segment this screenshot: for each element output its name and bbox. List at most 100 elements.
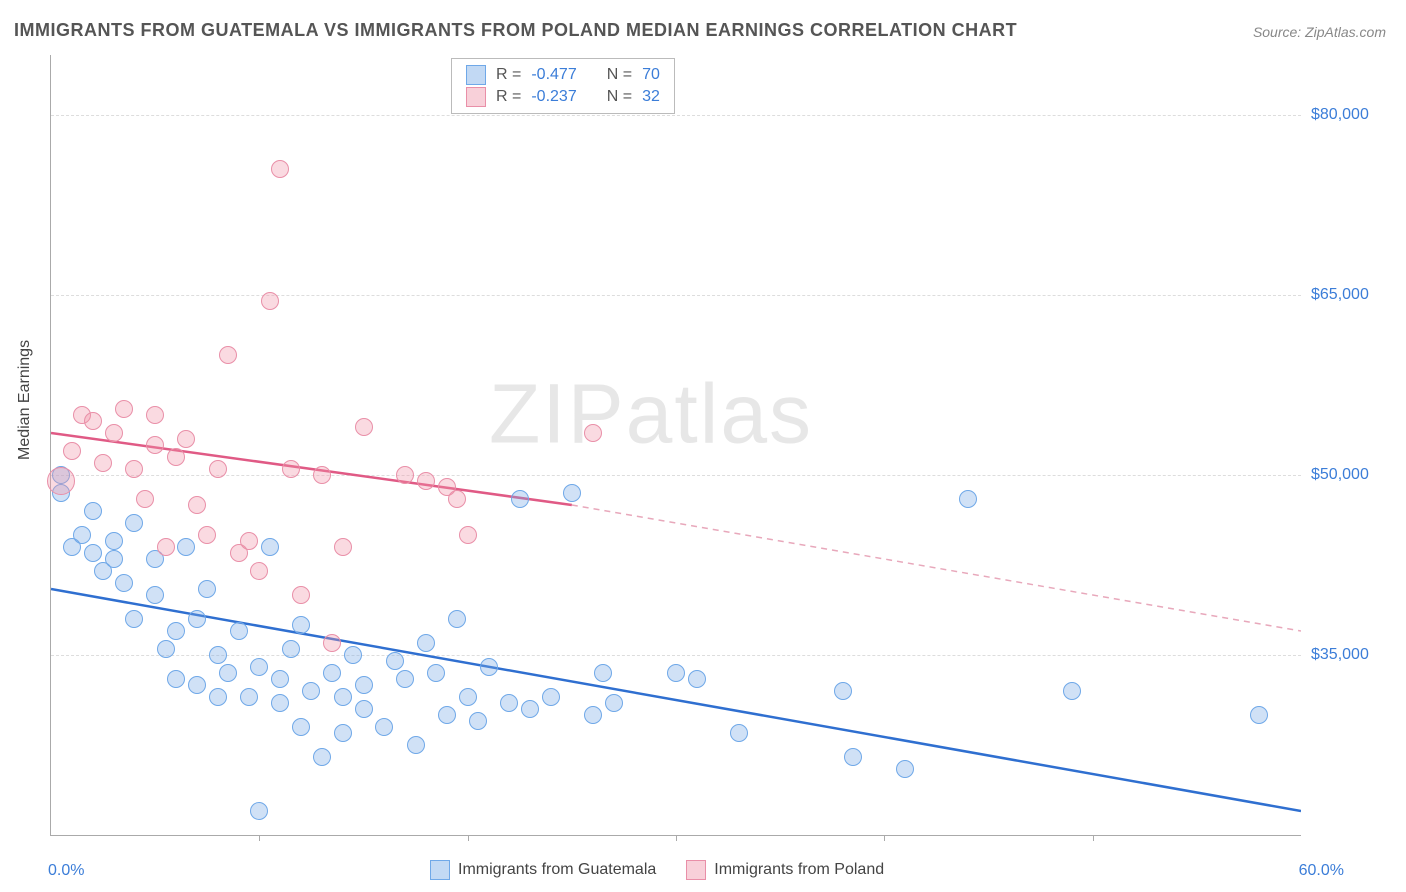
scatter-point bbox=[115, 400, 133, 418]
x-tick-mark bbox=[259, 835, 260, 841]
y-tick-label: $50,000 bbox=[1311, 466, 1391, 484]
y-axis-label: Median Earnings bbox=[16, 340, 34, 460]
scatter-point bbox=[834, 682, 852, 700]
legend-item-guatemala: Immigrants from Guatemala bbox=[430, 860, 656, 880]
scatter-point bbox=[959, 490, 977, 508]
gridline bbox=[51, 295, 1301, 296]
scatter-point bbox=[459, 688, 477, 706]
scatter-point bbox=[500, 694, 518, 712]
scatter-point bbox=[261, 538, 279, 556]
y-tick-label: $65,000 bbox=[1311, 286, 1391, 304]
x-tick-mark bbox=[1093, 835, 1094, 841]
scatter-point bbox=[448, 490, 466, 508]
scatter-point bbox=[1063, 682, 1081, 700]
scatter-point bbox=[292, 718, 310, 736]
scatter-point bbox=[105, 532, 123, 550]
scatter-point bbox=[563, 484, 581, 502]
scatter-point bbox=[198, 526, 216, 544]
scatter-point bbox=[355, 676, 373, 694]
scatter-point bbox=[157, 538, 175, 556]
x-axis-max: 60.0% bbox=[1299, 862, 1344, 880]
scatter-point bbox=[448, 610, 466, 628]
scatter-point bbox=[334, 538, 352, 556]
legend-label: Immigrants from Guatemala bbox=[458, 861, 656, 879]
scatter-point bbox=[667, 664, 685, 682]
scatter-point bbox=[271, 694, 289, 712]
scatter-point bbox=[313, 466, 331, 484]
scatter-point bbox=[271, 160, 289, 178]
watermark: ZIPatlas bbox=[489, 365, 813, 462]
swatch-icon bbox=[430, 860, 450, 880]
gridline bbox=[51, 655, 1301, 656]
scatter-point bbox=[146, 406, 164, 424]
chart-title: IMMIGRANTS FROM GUATEMALA VS IMMIGRANTS … bbox=[14, 20, 1017, 41]
scatter-point bbox=[209, 646, 227, 664]
r-prefix: R = bbox=[496, 66, 521, 84]
scatter-point bbox=[542, 688, 560, 706]
plot-area: ZIPatlas R = -0.477 N = 70 R = -0.237 N … bbox=[50, 55, 1301, 836]
scatter-point bbox=[313, 748, 331, 766]
scatter-point bbox=[438, 706, 456, 724]
scatter-point bbox=[323, 664, 341, 682]
legend-correlation: R = -0.477 N = 70 R = -0.237 N = 32 bbox=[451, 58, 675, 114]
scatter-point bbox=[219, 346, 237, 364]
r-value: -0.477 bbox=[531, 66, 576, 84]
scatter-point bbox=[427, 664, 445, 682]
legend-label: Immigrants from Poland bbox=[714, 861, 884, 879]
x-tick-mark bbox=[884, 835, 885, 841]
r-prefix: R = bbox=[496, 88, 521, 106]
scatter-point bbox=[459, 526, 477, 544]
y-tick-label: $35,000 bbox=[1311, 646, 1391, 664]
legend-series: Immigrants from Guatemala Immigrants fro… bbox=[430, 860, 884, 880]
scatter-point bbox=[375, 718, 393, 736]
n-prefix: N = bbox=[607, 66, 632, 84]
scatter-point bbox=[230, 622, 248, 640]
n-value: 70 bbox=[642, 66, 660, 84]
scatter-point bbox=[188, 610, 206, 628]
scatter-point bbox=[1250, 706, 1268, 724]
scatter-point bbox=[355, 418, 373, 436]
scatter-point bbox=[250, 562, 268, 580]
swatch-icon bbox=[466, 65, 486, 85]
scatter-point bbox=[188, 676, 206, 694]
scatter-point bbox=[282, 460, 300, 478]
legend-row-guatemala: R = -0.477 N = 70 bbox=[466, 64, 660, 86]
scatter-point bbox=[94, 454, 112, 472]
gridline bbox=[51, 475, 1301, 476]
legend-item-poland: Immigrants from Poland bbox=[686, 860, 884, 880]
scatter-point bbox=[84, 544, 102, 562]
scatter-point bbox=[105, 424, 123, 442]
scatter-point bbox=[417, 472, 435, 490]
scatter-point bbox=[323, 634, 341, 652]
n-prefix: N = bbox=[607, 88, 632, 106]
scatter-point bbox=[188, 496, 206, 514]
scatter-point bbox=[282, 640, 300, 658]
scatter-point bbox=[334, 688, 352, 706]
scatter-point bbox=[521, 700, 539, 718]
scatter-point bbox=[292, 586, 310, 604]
scatter-point bbox=[469, 712, 487, 730]
scatter-point bbox=[47, 467, 75, 495]
scatter-point bbox=[198, 580, 216, 598]
scatter-point bbox=[125, 514, 143, 532]
source-label: Source: ZipAtlas.com bbox=[1253, 24, 1386, 40]
scatter-point bbox=[167, 670, 185, 688]
scatter-point bbox=[84, 412, 102, 430]
swatch-icon bbox=[466, 87, 486, 107]
scatter-point bbox=[730, 724, 748, 742]
scatter-point bbox=[407, 736, 425, 754]
scatter-point bbox=[125, 460, 143, 478]
scatter-point bbox=[167, 448, 185, 466]
scatter-point bbox=[209, 460, 227, 478]
scatter-point bbox=[73, 526, 91, 544]
trend-lines bbox=[51, 55, 1301, 835]
scatter-point bbox=[480, 658, 498, 676]
scatter-point bbox=[396, 670, 414, 688]
scatter-point bbox=[63, 442, 81, 460]
n-value: 32 bbox=[642, 88, 660, 106]
y-tick-label: $80,000 bbox=[1311, 106, 1391, 124]
scatter-point bbox=[177, 430, 195, 448]
scatter-point bbox=[240, 532, 258, 550]
scatter-point bbox=[136, 490, 154, 508]
scatter-point bbox=[84, 502, 102, 520]
